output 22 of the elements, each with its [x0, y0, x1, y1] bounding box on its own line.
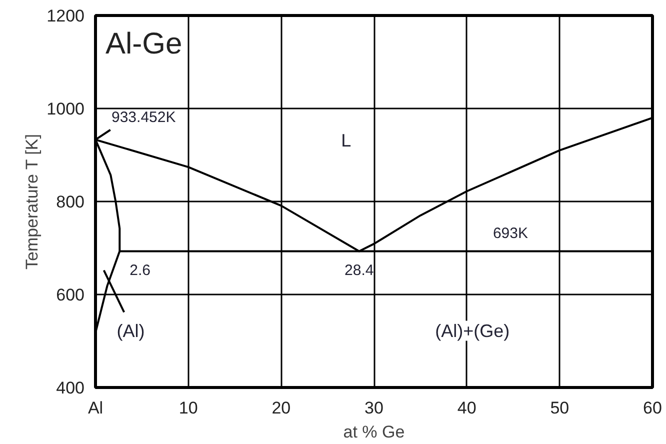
x-tick-label: 50 [550, 398, 570, 418]
annotation: (Al)+(Ge) [435, 320, 510, 341]
y-tick-label: 1200 [46, 6, 85, 26]
annotation: 28.4 [344, 262, 374, 279]
annotation: L [341, 130, 352, 151]
x-tick-label: 30 [364, 398, 384, 418]
y-axis-title: Temperature T [K] [22, 134, 42, 270]
x-tick-label: 10 [178, 398, 198, 418]
chart-title: Al-Ge [106, 28, 182, 60]
y-tick-label: 800 [56, 192, 85, 212]
x-tick-label: 20 [272, 398, 291, 418]
y-tick-label: 400 [56, 378, 85, 398]
x-tick-label: 60 [643, 398, 662, 418]
x-axis-title: at % Ge [343, 422, 405, 442]
annotation: 693K [492, 224, 528, 242]
annotation: (Al) [116, 320, 145, 341]
x-tick-label: Al [88, 398, 104, 418]
y-tick-label: 600 [56, 286, 85, 304]
annotation: 933.452K [112, 109, 176, 126]
annotation: 2.6 [130, 262, 150, 279]
y-tick-label: 1000 [46, 100, 85, 118]
x-tick-label: 40 [457, 398, 476, 418]
